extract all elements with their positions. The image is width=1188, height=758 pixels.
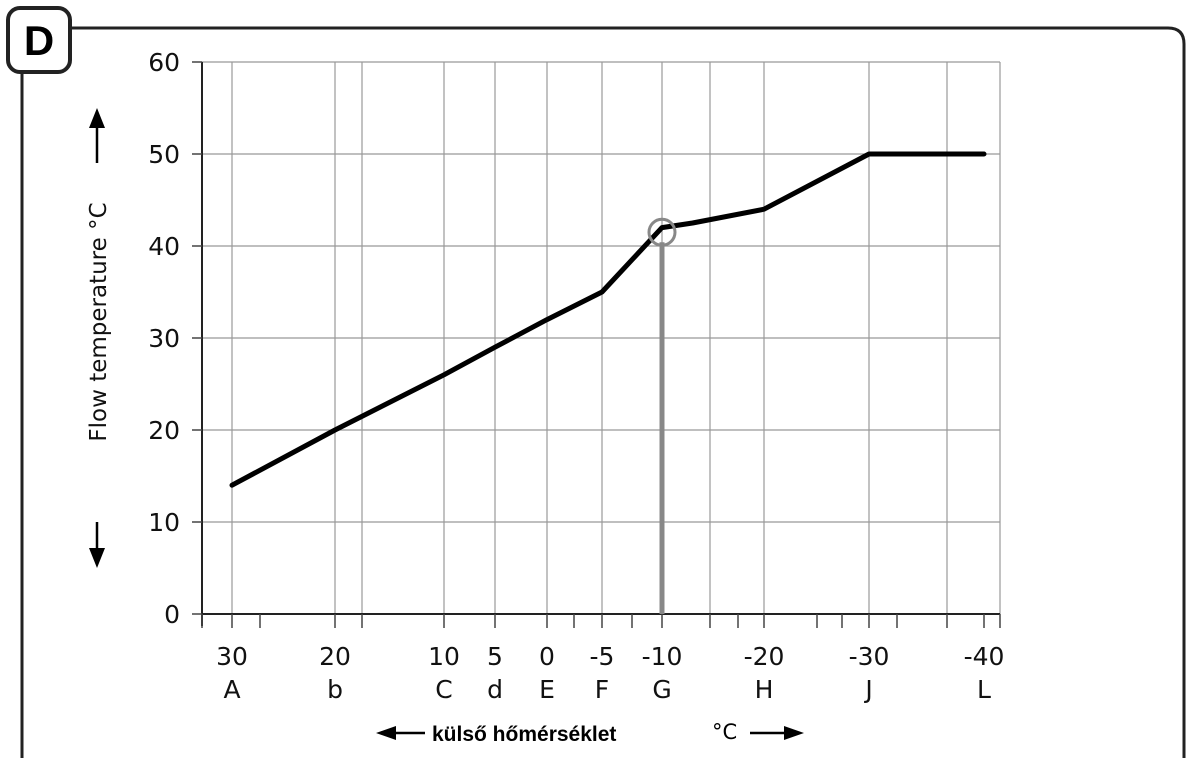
y-axis-label: Flow temperature °C (86, 202, 112, 441)
y-tick-label: 30 (148, 324, 180, 353)
up-arrow-icon (89, 108, 105, 163)
y-tick-label: 40 (148, 232, 180, 261)
x-tick-label: -10 (642, 642, 683, 671)
x-tick-letter: E (539, 675, 555, 704)
x-tick-label: 10 (428, 642, 460, 671)
x-tick-label: 5 (487, 642, 503, 671)
right-arrow-icon (750, 726, 804, 740)
x-tick-label: 20 (319, 642, 351, 671)
heating-curve-line (229, 151, 987, 488)
x-tick-letter: C (435, 675, 452, 704)
x-axis-ticks: 30 A 20 b 10 C 5 d 0 E -5 F -10 G -20 H -30 J -40 L (216, 642, 1004, 704)
x-tick-letter: F (595, 675, 609, 704)
panel-label-box (6, 6, 72, 74)
x-tick-label: 0 (539, 642, 555, 671)
down-arrow-icon (89, 522, 105, 568)
x-tick-label: -20 (744, 642, 785, 671)
left-arrow-icon (376, 726, 425, 740)
chart-axes (192, 61, 1001, 628)
chart-grid (202, 61, 1001, 614)
x-tick-label: -5 (590, 642, 615, 671)
x-tick-letter: d (487, 675, 503, 704)
y-tick-label: 50 (148, 140, 180, 169)
y-axis-ticks: 0 10 20 30 40 50 60 (148, 48, 180, 629)
x-tick-letter: A (223, 675, 240, 704)
x-tick-label: 30 (216, 642, 248, 671)
panel-frame (20, 26, 1186, 758)
x-tick-letter: J (863, 675, 872, 704)
x-axis-unit: °C (712, 720, 737, 744)
x-tick-letter: b (327, 675, 343, 704)
y-tick-label: 20 (148, 416, 180, 445)
y-tick-label: 0 (164, 600, 180, 629)
x-axis-label: külső hőmérséklet (432, 723, 616, 746)
x-tick-label: -30 (849, 642, 890, 671)
y-tick-label: 60 (148, 48, 180, 77)
x-tick-letter: L (977, 675, 991, 704)
x-tick-letter: G (652, 675, 671, 704)
x-tick-label: -40 (964, 642, 1005, 671)
highlight-marker (647, 217, 677, 247)
x-tick-letter: H (755, 675, 774, 704)
series-layer (229, 151, 987, 614)
y-tick-label: 10 (148, 508, 180, 537)
panel-label: D (24, 17, 54, 64)
